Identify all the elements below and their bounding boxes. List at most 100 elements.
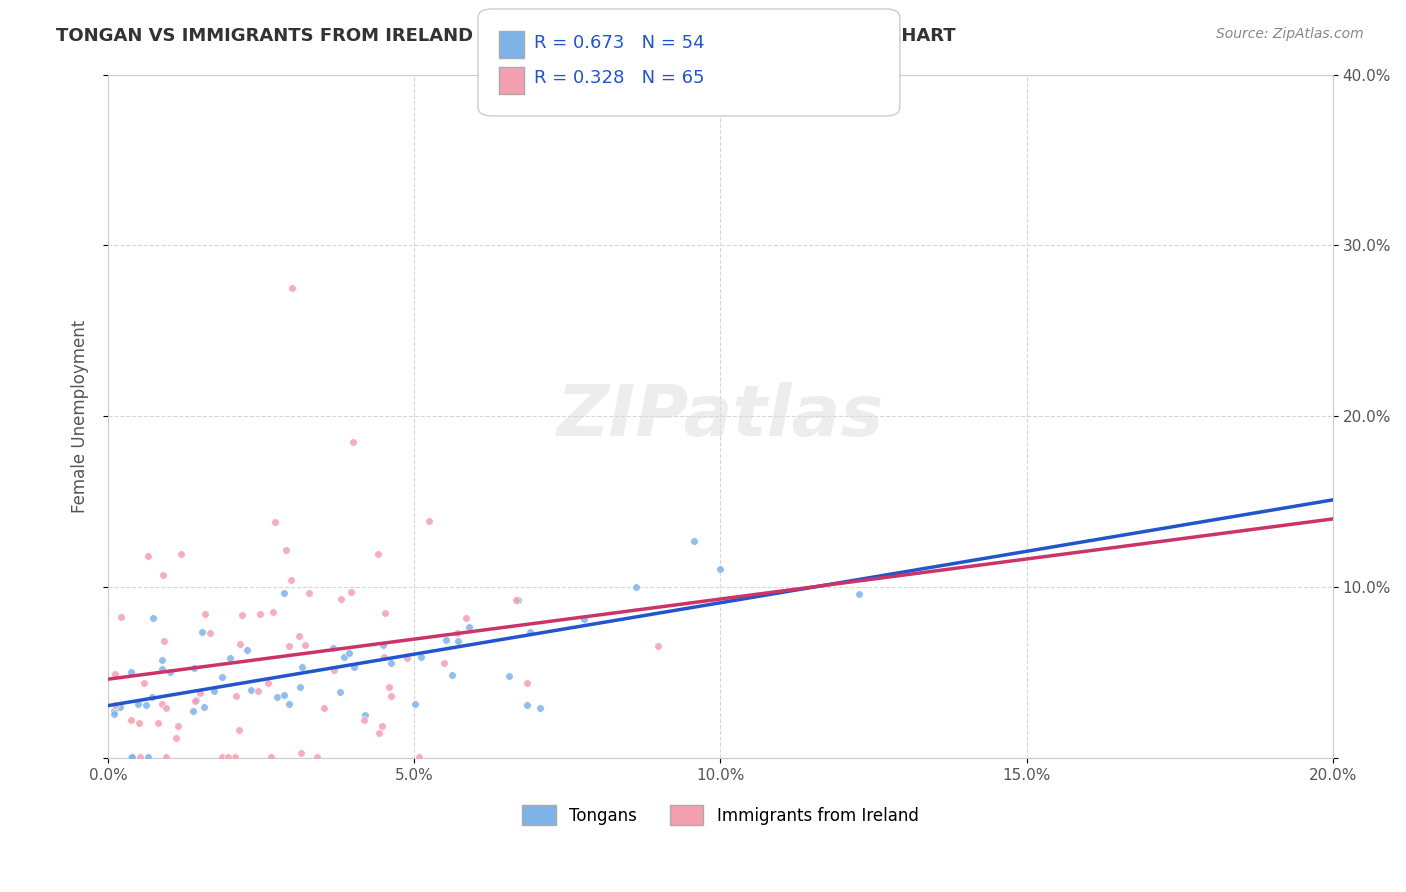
Point xyxy=(198,626,221,640)
Point xyxy=(519,625,541,640)
Point xyxy=(516,675,538,690)
Point xyxy=(129,749,152,764)
Point xyxy=(298,585,321,599)
Point xyxy=(249,607,271,621)
Point xyxy=(396,651,419,665)
Point xyxy=(246,684,269,698)
Point xyxy=(380,657,402,671)
Point xyxy=(380,689,402,703)
Point xyxy=(278,640,301,654)
Point xyxy=(153,633,176,648)
Point xyxy=(229,637,252,651)
Text: TONGAN VS IMMIGRANTS FROM IRELAND FEMALE UNEMPLOYMENT CORRELATION CHART: TONGAN VS IMMIGRANTS FROM IRELAND FEMALE… xyxy=(56,27,956,45)
Point xyxy=(329,685,352,699)
Point xyxy=(136,549,159,564)
Point xyxy=(411,650,433,665)
Point xyxy=(211,670,233,684)
Point xyxy=(225,690,247,704)
Point xyxy=(340,584,363,599)
Point xyxy=(136,749,159,764)
Point xyxy=(120,713,142,727)
Point xyxy=(290,747,312,761)
Point xyxy=(433,656,456,670)
Point xyxy=(288,681,311,695)
Point xyxy=(167,719,190,733)
Point xyxy=(141,690,163,704)
Point xyxy=(709,562,731,576)
Point xyxy=(529,700,551,714)
Point xyxy=(323,663,346,677)
Point xyxy=(683,533,706,548)
Point xyxy=(322,641,344,656)
Point xyxy=(505,592,527,607)
Point xyxy=(354,708,377,723)
Point xyxy=(294,638,316,652)
Point xyxy=(624,580,647,594)
Point xyxy=(371,638,394,652)
Point xyxy=(103,706,125,721)
Point xyxy=(127,698,149,712)
Point xyxy=(266,690,288,705)
Point xyxy=(446,625,468,640)
Point xyxy=(337,646,360,660)
Point xyxy=(516,698,538,712)
Point xyxy=(291,660,314,674)
Text: Source: ZipAtlas.com: Source: ZipAtlas.com xyxy=(1216,27,1364,41)
Point xyxy=(353,713,375,727)
Point xyxy=(228,723,250,737)
Point xyxy=(231,607,253,622)
Point xyxy=(152,568,174,582)
Point xyxy=(274,543,297,558)
Point xyxy=(418,514,440,528)
Point xyxy=(239,683,262,698)
Point xyxy=(456,611,478,625)
Point xyxy=(150,698,173,712)
Point xyxy=(305,749,328,764)
Text: R = 0.673   N = 54: R = 0.673 N = 54 xyxy=(534,34,704,52)
Point xyxy=(120,665,142,679)
Point xyxy=(170,547,193,561)
Point xyxy=(150,662,173,676)
Point xyxy=(373,650,395,665)
Point xyxy=(508,592,530,607)
Point xyxy=(374,606,396,620)
Point xyxy=(371,719,394,733)
Point xyxy=(260,749,283,764)
Point xyxy=(441,668,464,682)
Point xyxy=(377,680,399,694)
Point xyxy=(128,716,150,731)
Point xyxy=(848,586,870,600)
Point xyxy=(103,704,125,718)
Point xyxy=(342,435,364,450)
Point xyxy=(120,749,142,764)
Legend: Tongans, Immigrants from Ireland: Tongans, Immigrants from Ireland xyxy=(516,798,925,832)
Point xyxy=(498,668,520,682)
Point xyxy=(257,676,280,690)
Point xyxy=(218,749,240,764)
Y-axis label: Female Unemployment: Female Unemployment xyxy=(72,320,89,513)
Point xyxy=(277,697,299,711)
Point xyxy=(135,698,157,712)
Point xyxy=(280,281,302,295)
Point xyxy=(273,688,295,702)
Point xyxy=(183,661,205,675)
Point xyxy=(329,591,352,606)
Point xyxy=(404,697,426,711)
Point xyxy=(280,573,302,587)
Point xyxy=(181,704,204,718)
Point xyxy=(202,684,225,698)
Point xyxy=(236,643,259,657)
Point xyxy=(367,547,389,561)
Point xyxy=(148,715,170,730)
Point xyxy=(150,653,173,667)
Point xyxy=(264,515,287,529)
Point xyxy=(434,633,457,648)
Point xyxy=(134,676,156,690)
Point xyxy=(314,701,336,715)
Point xyxy=(191,624,214,639)
Point xyxy=(408,749,430,764)
Point xyxy=(142,610,165,624)
Point xyxy=(155,701,177,715)
Point xyxy=(219,651,242,665)
Point xyxy=(262,605,284,619)
